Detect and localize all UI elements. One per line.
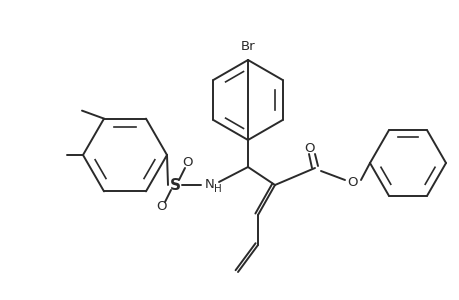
- Text: O: O: [304, 142, 314, 154]
- Text: O: O: [157, 200, 167, 214]
- Text: H: H: [213, 184, 221, 194]
- Text: O: O: [182, 157, 193, 169]
- Text: Br: Br: [240, 40, 255, 53]
- Text: O: O: [347, 176, 358, 188]
- Text: S: S: [169, 178, 180, 193]
- Text: N: N: [205, 178, 214, 191]
